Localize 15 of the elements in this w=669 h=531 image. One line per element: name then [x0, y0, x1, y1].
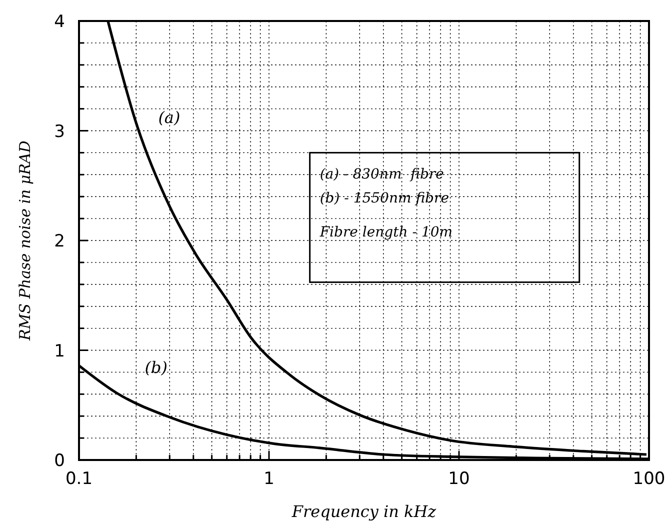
annotation: (b) - 1550nm fibre: [320, 190, 449, 207]
y-axis-title: RMS Phase noise in μRAD: [16, 140, 34, 342]
x-tick-label: 1: [264, 469, 274, 489]
y-tick-label: 2: [54, 232, 65, 252]
y-tick-label: 4: [54, 12, 65, 32]
annotation: Fibre length - 10m: [318, 224, 453, 241]
x-axis-title: Frequency in kHz: [290, 502, 437, 521]
x-tick-label: 0.1: [65, 469, 93, 489]
series-label: (a): [158, 108, 180, 128]
y-tick-label: 0: [54, 451, 65, 471]
x-tick-label: 10: [448, 469, 470, 489]
y-tick-label: 3: [54, 122, 65, 142]
y-tick-label: 1: [54, 341, 65, 362]
series-label: (b): [144, 358, 168, 378]
x-tick-label: 100: [632, 469, 666, 489]
